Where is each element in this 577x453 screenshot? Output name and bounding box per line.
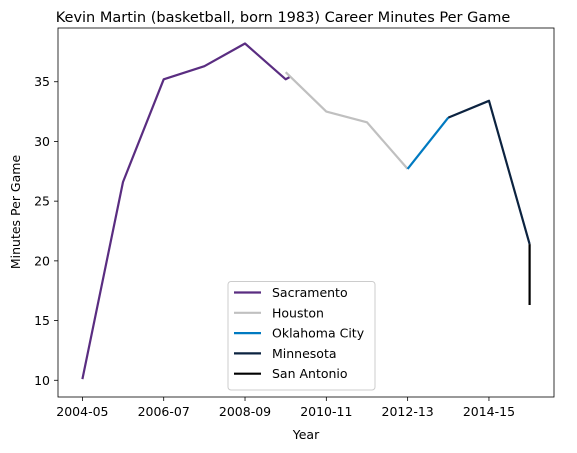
y-axis: 10 15 20 25 30 35 xyxy=(34,74,58,388)
x-tick-label: 2008-09 xyxy=(219,404,271,419)
x-tick-label: 2004-05 xyxy=(56,404,108,419)
legend-box xyxy=(227,281,376,391)
x-tick-label: 2012-13 xyxy=(382,404,434,419)
y-tick-label: 10 xyxy=(34,373,50,388)
y-tick-label: 35 xyxy=(34,74,50,89)
chart-title: Kevin Martin (basketball, born 1983) Car… xyxy=(56,10,511,26)
legend-entry-label: Sacramento xyxy=(272,285,348,300)
x-tick-label: 2010-11 xyxy=(300,404,352,419)
y-tick-label: 20 xyxy=(34,253,50,268)
x-axis-label: Year xyxy=(292,427,320,442)
legend: Sacramento Houston Oklahoma City Minnesota S… xyxy=(227,281,376,391)
legend-entry-label: Oklahoma City xyxy=(272,326,365,341)
y-axis-label: Minutes Per Game xyxy=(8,155,23,270)
y-tick-label: 25 xyxy=(34,194,50,209)
plot-lines xyxy=(81,42,531,380)
x-axis: 2004-05 2006-07 2008-09 2010-11 2012-13 2014-… xyxy=(56,397,515,419)
y-tick-label: 15 xyxy=(34,313,50,328)
series-line-1 xyxy=(284,71,409,170)
x-tick-label: 2014-15 xyxy=(463,404,515,419)
legend-entry-label: Minnesota xyxy=(272,346,337,361)
x-tick-label: 2006-07 xyxy=(138,404,190,419)
series-line-3 xyxy=(447,99,531,245)
legend-entry-label: San Antonio xyxy=(272,366,348,381)
series-line-0 xyxy=(81,42,291,380)
legend-entry-label: Houston xyxy=(272,305,324,320)
series-line-2 xyxy=(406,116,450,170)
y-tick-label: 30 xyxy=(34,134,50,149)
plot-frame xyxy=(57,27,555,398)
